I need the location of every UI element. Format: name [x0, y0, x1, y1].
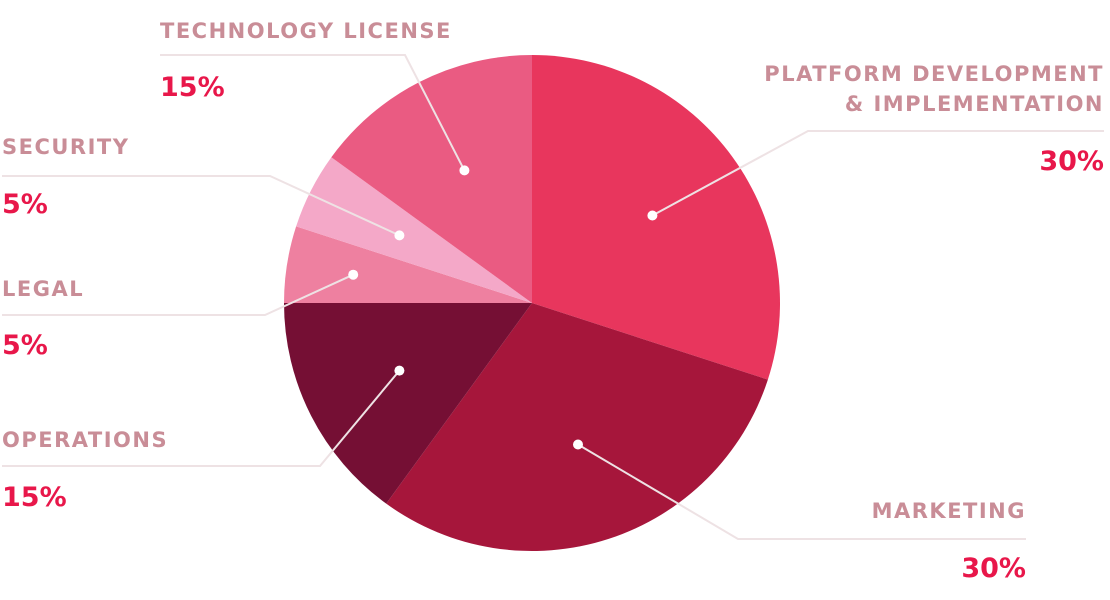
- slice-name-line2-platform-development: & IMPLEMENTATION: [845, 92, 1104, 116]
- slice-name-marketing: MARKETING: [872, 499, 1026, 523]
- slice-name-legal: LEGAL: [2, 277, 84, 301]
- leader-line-technology-license: [160, 54, 466, 171]
- slice-name-platform-development: PLATFORM DEVELOPMENT: [764, 62, 1104, 86]
- pie-slice-operations: [284, 303, 532, 504]
- pie-slice-legal: [284, 226, 532, 303]
- slice-percent-operations: 15%: [2, 482, 67, 513]
- leader-dot-platform-development: [647, 210, 658, 221]
- slice-percent-marketing: 30%: [961, 553, 1026, 584]
- leader-line-operations: [2, 369, 401, 467]
- slice-percent-technology-license: 15%: [160, 72, 225, 103]
- leader-line-platform-development: [651, 130, 1104, 217]
- pie-slice-technology-license: [331, 55, 532, 303]
- slice-percent-platform-development: 30%: [1039, 146, 1104, 177]
- leader-line-legal: [2, 273, 354, 316]
- pie-slices: [284, 55, 780, 552]
- leader-dots: [348, 165, 658, 450]
- slice-percent-legal: 5%: [2, 330, 48, 361]
- leader-dot-security: [394, 230, 405, 241]
- slice-percent-security: 5%: [2, 189, 48, 220]
- slice-name-technology-license: TECHNOLOGY LICENSE: [160, 19, 452, 43]
- leader-dot-operations: [394, 365, 405, 376]
- leader-dot-marketing: [573, 439, 583, 450]
- leader-line-security: [2, 175, 400, 237]
- leader-dot-legal: [348, 269, 359, 280]
- leader-lines: [2, 54, 1104, 540]
- leader-dot-technology-license: [459, 165, 470, 176]
- slice-name-security: SECURITY: [2, 135, 129, 159]
- pie-slice-marketing: [386, 303, 768, 552]
- slice-labels: PLATFORM DEVELOPMENT & IMPLEMENTATION 30% M…: [2, 19, 1104, 584]
- pie-slice-security: [296, 157, 532, 303]
- leader-line-marketing: [577, 443, 1026, 540]
- slice-name-operations: OPERATIONS: [2, 428, 168, 452]
